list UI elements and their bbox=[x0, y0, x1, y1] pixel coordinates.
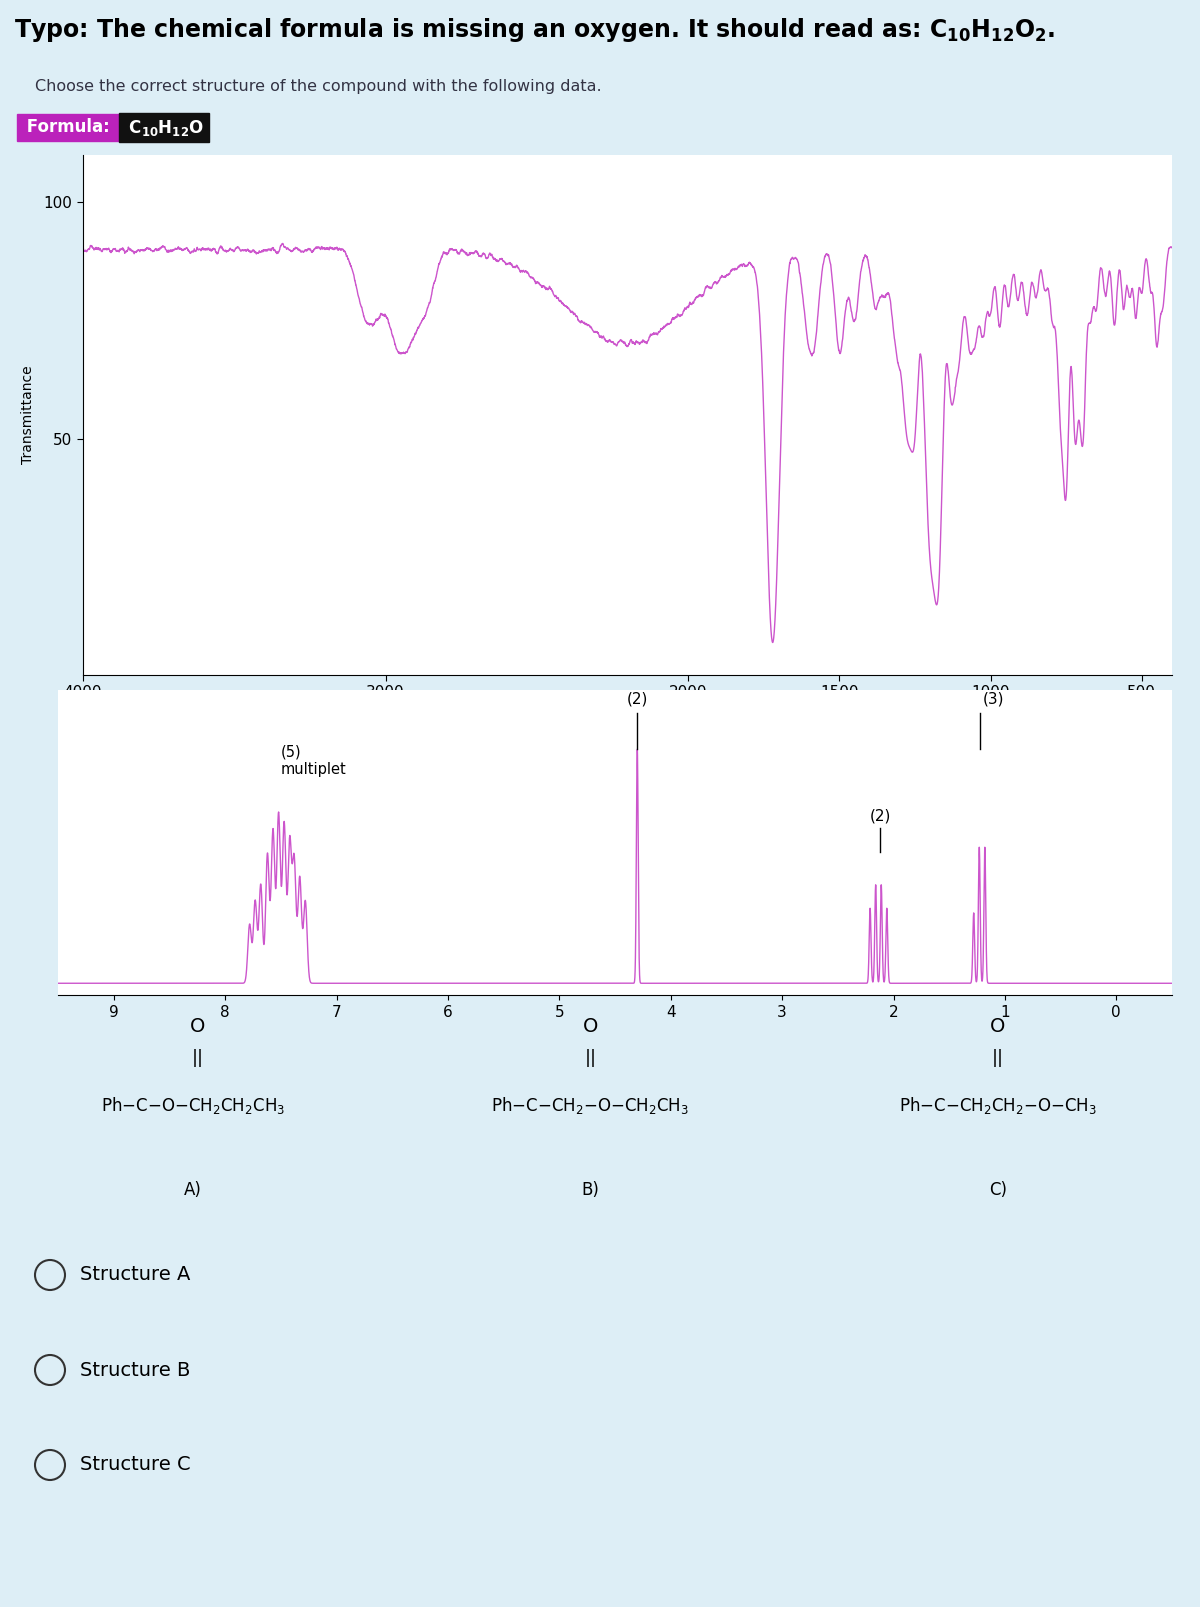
Text: Structure C: Structure C bbox=[80, 1456, 191, 1475]
Text: B): B) bbox=[581, 1181, 599, 1199]
Text: O: O bbox=[583, 1017, 598, 1035]
Text: ||: || bbox=[584, 1049, 596, 1067]
Text: Typo: The chemical formula is missing an oxygen. It should read as: $\mathbf{C_{: Typo: The chemical formula is missing an… bbox=[14, 16, 1056, 45]
Text: Ph$-$C$-$O$-$CH$_2$CH$_2$CH$_3$: Ph$-$C$-$O$-$CH$_2$CH$_2$CH$_3$ bbox=[101, 1096, 284, 1117]
Text: Choose the correct structure of the compound with the following data.: Choose the correct structure of the comp… bbox=[36, 79, 602, 93]
Text: Ph$-$C$-$CH$_2$CH$_2$$-$O$-$CH$_3$: Ph$-$C$-$CH$_2$CH$_2$$-$O$-$CH$_3$ bbox=[899, 1096, 1097, 1117]
X-axis label: Wavenumber: Wavenumber bbox=[572, 705, 683, 725]
Y-axis label: Transmittance: Transmittance bbox=[22, 366, 35, 464]
Text: (5)
multiplet: (5) multiplet bbox=[281, 744, 347, 776]
Text: Structure B: Structure B bbox=[80, 1361, 191, 1379]
Text: $\mathbf{C_{10}H_{12}O}$: $\mathbf{C_{10}H_{12}O}$ bbox=[124, 117, 205, 138]
Text: ||: || bbox=[991, 1049, 1003, 1067]
Text: (2): (2) bbox=[870, 808, 890, 824]
Text: (2): (2) bbox=[626, 691, 648, 707]
Text: ||: || bbox=[192, 1049, 204, 1067]
Text: Ph$-$C$-$CH$_2$$-$O$-$CH$_2$CH$_3$: Ph$-$C$-$CH$_2$$-$O$-$CH$_2$CH$_3$ bbox=[491, 1096, 689, 1117]
Text: (3): (3) bbox=[983, 691, 1004, 707]
Text: O: O bbox=[990, 1017, 1006, 1035]
Text: A): A) bbox=[184, 1181, 202, 1199]
Text: Structure A: Structure A bbox=[80, 1265, 191, 1284]
Text: O: O bbox=[190, 1017, 205, 1035]
Text: C): C) bbox=[989, 1181, 1007, 1199]
Text: Formula:: Formula: bbox=[20, 119, 115, 137]
